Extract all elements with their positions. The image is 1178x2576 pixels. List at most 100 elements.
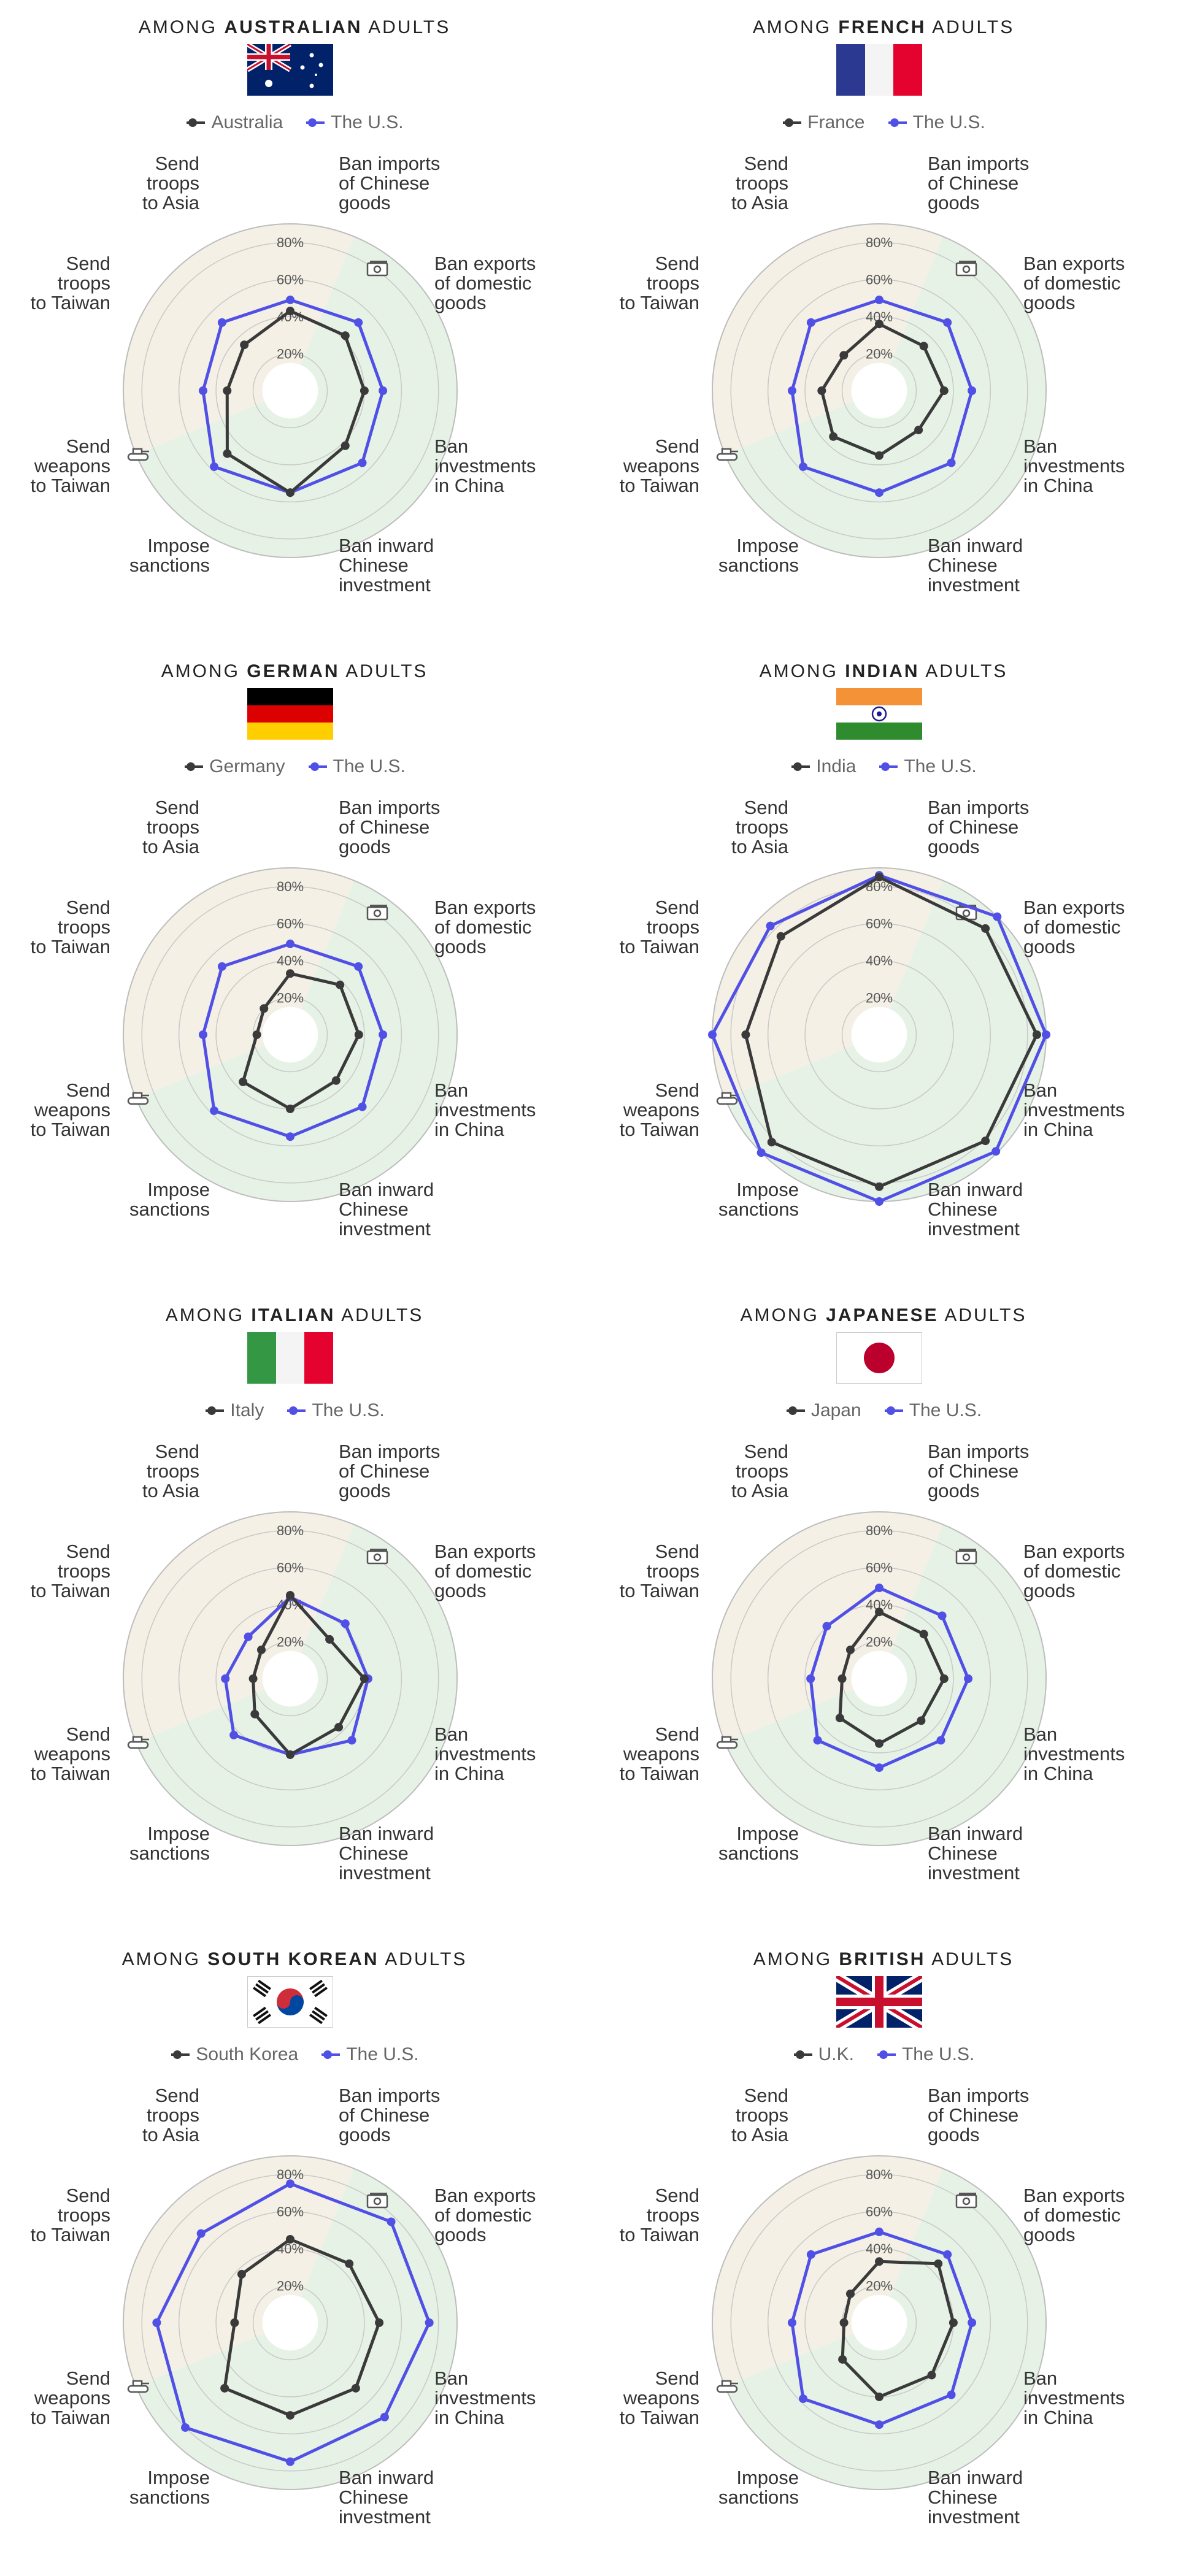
data-point <box>939 386 949 395</box>
spoke-label: Send troops to Taiwan <box>620 2185 699 2245</box>
data-point <box>817 386 826 395</box>
data-point <box>354 318 363 327</box>
grid-ring <box>141 1530 439 1828</box>
legend-label: France <box>807 112 865 132</box>
spoke-label: Impose sanctions <box>129 1823 210 1864</box>
tank-icon <box>716 1736 738 1749</box>
spoke-label: Send troops to Asia <box>142 797 200 857</box>
legend-label: The U.S. <box>331 112 404 132</box>
data-point <box>358 1102 367 1111</box>
data-point <box>949 2318 958 2327</box>
legend-item: Italy <box>204 1400 264 1421</box>
spoke-label: Ban inward Chinese investment <box>928 1823 1023 1884</box>
spoke-label: Send troops to Taiwan <box>620 897 699 957</box>
data-point <box>767 1138 776 1147</box>
data-point <box>250 1709 260 1719</box>
data-point <box>196 2229 206 2238</box>
tank-icon <box>127 2380 149 2393</box>
tick-label: 20% <box>277 2279 304 2294</box>
data-point <box>341 331 350 340</box>
spoke-label: Ban imports of Chinese goods <box>928 153 1029 213</box>
tank-icon <box>716 448 738 461</box>
data-point <box>1042 1030 1050 1039</box>
title-prefix: AMONG <box>161 661 247 681</box>
money-icon <box>366 2193 388 2209</box>
legend-swatch <box>321 2050 341 2059</box>
data-point <box>286 295 294 304</box>
data-point <box>875 1182 884 1191</box>
legend-swatch <box>877 2050 896 2059</box>
tick-label: 60% <box>277 2204 304 2220</box>
radar-core <box>851 1650 907 1707</box>
legend-swatch <box>786 1406 805 1415</box>
spoke-label: Impose sanctions <box>129 535 210 576</box>
data-point <box>919 1630 928 1639</box>
data-point <box>347 1736 356 1745</box>
data-point <box>286 1132 294 1141</box>
data-point <box>221 1674 230 1683</box>
spoke-label: Send weapons to Taiwan <box>31 1723 110 1784</box>
data-point <box>379 1030 388 1039</box>
data-point <box>806 318 815 327</box>
title-suffix: ADULTS <box>926 17 1015 37</box>
data-point <box>198 386 207 395</box>
spoke-label: Impose sanctions <box>718 2467 799 2508</box>
grid-ring <box>178 922 402 1147</box>
spoke-label: Send troops to Taiwan <box>31 897 110 957</box>
tick-label: 60% <box>277 1560 304 1576</box>
title-suffix: ADULTS <box>379 1949 468 1969</box>
legend-label: Germany <box>209 756 285 776</box>
data-point <box>875 1583 884 1592</box>
data-point <box>799 462 808 471</box>
germany-flag <box>247 688 333 740</box>
data-point <box>237 2269 246 2279</box>
grid-ring <box>141 2174 439 2472</box>
grid-ring <box>767 1566 991 1791</box>
data-point <box>286 1750 294 1759</box>
legend-label: The U.S. <box>333 756 406 776</box>
data-point <box>991 1147 1001 1156</box>
spoke-label: Ban imports of Chinese goods <box>339 153 440 213</box>
spoke-label: Send weapons to Taiwan <box>620 2367 699 2428</box>
data-point <box>286 1104 294 1113</box>
title-prefix: AMONG <box>121 1949 208 1969</box>
legend: South Korea The U.S. <box>0 2044 589 2065</box>
panel-title: AMONG AUSTRALIAN ADULTS <box>0 17 589 38</box>
radar-core <box>262 1650 318 1707</box>
outer-ring <box>712 1511 1047 1846</box>
uk-flag <box>836 1976 922 2028</box>
title-nationality: SOUTH KOREAN <box>207 1949 379 1969</box>
data-point <box>341 1619 350 1628</box>
data-point <box>875 1739 884 1748</box>
legend-swatch <box>783 118 802 127</box>
radar-panel-uk: AMONG BRITISH ADULTS U.K. The U.S. 20% 40% 60… <box>589 1932 1178 2576</box>
data-point <box>845 2289 855 2298</box>
data-point <box>341 441 350 450</box>
money-icon <box>955 1549 977 1565</box>
tick-label: 60% <box>277 272 304 288</box>
money-icon <box>366 905 388 921</box>
spoke-label: Send weapons to Taiwan <box>620 1723 699 1784</box>
title-prefix: AMONG <box>753 1949 839 1969</box>
panel-title: AMONG GERMAN ADULTS <box>0 661 589 682</box>
spoke-label: Ban exports of domestic goods <box>1023 1541 1125 1601</box>
title-nationality: ITALIAN <box>251 1305 336 1325</box>
legend: India The U.S. <box>589 756 1178 777</box>
legend-item: The U.S. <box>884 1400 982 1421</box>
radar-chart: 20%40%60%80%Ban imports of Chinese goodsBa… <box>620 1441 1125 1884</box>
data-point <box>822 1622 831 1631</box>
legend-item: Japan <box>785 1400 861 1421</box>
data-point <box>968 386 977 395</box>
spoke-label: Send troops to Taiwan <box>31 2185 110 2245</box>
legend: Germany The U.S. <box>0 756 589 777</box>
spoke-label: Send troops to Asia <box>731 1441 789 1501</box>
data-point <box>198 1030 207 1039</box>
spoke-label: Ban investments in China <box>434 2367 536 2428</box>
south-korea-flag <box>247 1976 333 2028</box>
data-point <box>936 1736 945 1745</box>
title-prefix: AMONG <box>759 661 845 681</box>
grid-ring <box>141 242 439 540</box>
legend-item: South Korea <box>170 2044 298 2065</box>
spoke-label: Ban imports of Chinese goods <box>928 2085 1029 2145</box>
legend-label: The U.S. <box>346 2044 419 2064</box>
